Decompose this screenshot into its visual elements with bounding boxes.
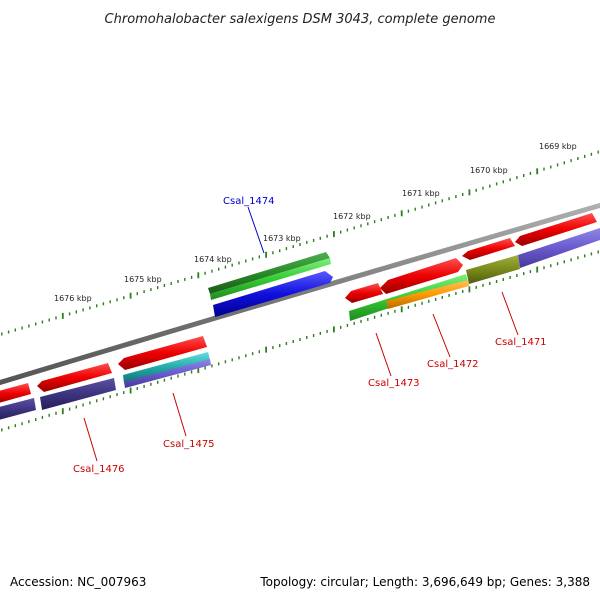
- tick-label: 1673 kbp: [263, 234, 301, 243]
- gene-arrow-red[interactable]: [37, 363, 112, 392]
- gene-arrow-csal-1475[interactable]: [124, 359, 211, 388]
- gene-arrow-csal-1471[interactable]: [518, 228, 600, 268]
- gene-arrow-red[interactable]: [515, 213, 597, 246]
- tick-label: 1676 kbp: [54, 294, 92, 303]
- gene-label-csal-1473[interactable]: Csal_1473: [368, 378, 420, 389]
- tick-label: 1671 kbp: [402, 189, 440, 198]
- feature-dark-green: [208, 252, 330, 294]
- gene-arrow-red[interactable]: [118, 336, 207, 370]
- gene-arrow-dark-purple[interactable]: [0, 398, 36, 421]
- leader-line-csal-1473: [375, 332, 392, 377]
- gene-label-csal-1475[interactable]: Csal_1475: [163, 439, 215, 450]
- feature-olive: [466, 255, 520, 284]
- gene-labels: Csal_1474 Csal_1471 Csal_1472 Csal_1473 …: [73, 196, 547, 475]
- genome-summary-text: Topology: circular; Length: 3,696,649 bp…: [259, 575, 590, 589]
- gene-arrow-red[interactable]: [345, 283, 383, 303]
- tick-label: 1672 kbp: [333, 212, 371, 221]
- tick-label: 1675 kbp: [124, 275, 162, 284]
- gene-label-csal-1476[interactable]: Csal_1476: [73, 464, 125, 475]
- gene-arrow-red[interactable]: [380, 258, 463, 294]
- gene-label-csal-1471[interactable]: Csal_1471: [495, 337, 547, 348]
- gene-label-csal-1474[interactable]: Csal_1474: [223, 196, 275, 207]
- tick-label: 1670 kbp: [470, 166, 508, 175]
- leader-line-csal-1475: [172, 392, 187, 437]
- gene-arrow-csal-1474[interactable]: [213, 271, 333, 317]
- gene-arrow-csal-1472[interactable]: [386, 280, 469, 309]
- gene-arrow-csal-1475-teal[interactable]: [123, 352, 210, 383]
- chromosome-backbone: [0, 202, 600, 386]
- tick-label: 1674 kbp: [194, 255, 232, 264]
- gene-arrow-red[interactable]: [462, 238, 515, 260]
- outer-tick-track: [1, 150, 599, 336]
- leader-line-csal-1476: [83, 417, 98, 462]
- tick-labels: 1669 kbp 1670 kbp 1671 kbp 1672 kbp 1673…: [54, 142, 577, 303]
- tick-label: 1669 kbp: [539, 142, 577, 151]
- label-leaders: [83, 206, 519, 462]
- feature-light-green: [210, 258, 331, 300]
- gene-arrow-red[interactable]: [0, 383, 31, 404]
- gene-label-csal-1472[interactable]: Csal_1472: [427, 359, 479, 370]
- leader-line-csal-1472: [432, 313, 451, 358]
- leader-line-csal-1471: [501, 291, 519, 336]
- leader-line-csal-1474: [247, 206, 265, 254]
- gene-features: [0, 213, 600, 421]
- map-title: Chromohalobacter salexigens DSM 3043, co…: [105, 12, 496, 27]
- accession-text: Accession: NC_007963: [10, 575, 146, 589]
- gene-arrow-csal-1476[interactable]: [40, 378, 116, 410]
